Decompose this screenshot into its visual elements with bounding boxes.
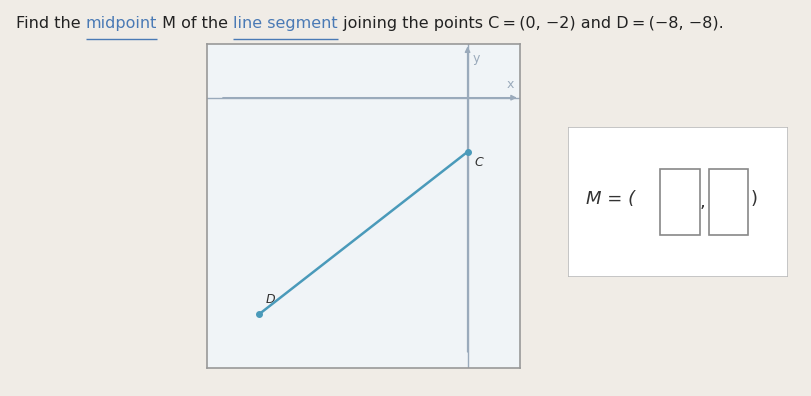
Text: M = (: M = (: [586, 190, 634, 208]
Text: y: y: [473, 52, 480, 65]
Text: ,: ,: [698, 193, 704, 211]
Text: Find the: Find the: [16, 16, 86, 31]
Text: x: x: [507, 78, 514, 91]
Text: line segment: line segment: [233, 16, 337, 31]
Text: M of the: M of the: [157, 16, 233, 31]
FancyBboxPatch shape: [568, 127, 787, 277]
FancyBboxPatch shape: [708, 169, 747, 235]
FancyBboxPatch shape: [659, 169, 699, 235]
Text: joining the points C = (0, −2) and D = (−8, −8).: joining the points C = (0, −2) and D = (…: [337, 16, 723, 31]
Text: C: C: [474, 156, 483, 169]
Text: D: D: [265, 293, 275, 306]
Text: midpoint: midpoint: [86, 16, 157, 31]
Text: ): ): [749, 190, 757, 208]
